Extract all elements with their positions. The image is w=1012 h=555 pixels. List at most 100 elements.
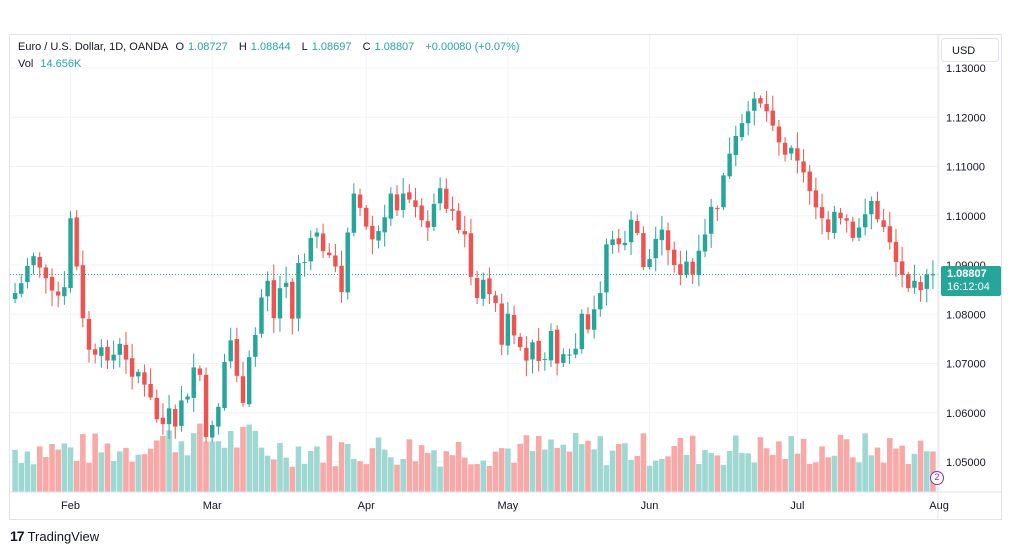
volume-bar (258, 447, 265, 492)
candle-body (31, 256, 36, 266)
logo-text: TradingView (27, 528, 100, 544)
candle-body (622, 242, 628, 246)
candle-body (74, 217, 79, 267)
volume-bar (12, 449, 18, 492)
volume-bar (209, 441, 215, 492)
candle-body (431, 203, 437, 227)
volume-bar (314, 446, 320, 492)
volume-bar (227, 430, 234, 492)
candle-body (659, 229, 665, 241)
candle-body (376, 231, 381, 241)
volume-bar (868, 455, 875, 492)
candle-body (641, 233, 646, 267)
candle-body (671, 249, 677, 265)
volume-bar (117, 451, 123, 492)
volume-bar (905, 463, 912, 492)
candle-body (105, 346, 110, 361)
candle-body (240, 376, 246, 403)
volume-bar (178, 441, 185, 492)
candle-body (148, 383, 153, 398)
volume-bar (517, 443, 523, 492)
symbol-title: Euro / U.S. Dollar, 1D, OANDA (18, 41, 169, 53)
volume-bar (579, 444, 585, 492)
volume-bar (400, 458, 406, 492)
volume-bar (307, 451, 314, 492)
candle-body (850, 221, 856, 238)
candle-body (493, 295, 498, 303)
candle-body (924, 274, 929, 289)
volume-bar (788, 435, 795, 492)
candle-body (776, 126, 782, 143)
time-tick-label: Mar (203, 500, 222, 512)
candle-body (930, 274, 936, 276)
volume-bar (160, 435, 166, 492)
candle-body (209, 425, 215, 438)
volume-bar (61, 443, 68, 492)
candle-body (665, 230, 671, 251)
tradingview-logo[interactable]: 17 TradingView (10, 528, 99, 544)
volume-bar (203, 441, 209, 492)
candle-body (154, 397, 159, 420)
candle-body (561, 354, 566, 363)
time-tick-label: Apr (358, 500, 375, 512)
volume-bar (221, 447, 228, 492)
candle-body (598, 293, 603, 310)
candle-body (825, 219, 831, 233)
volume-bar (455, 441, 462, 492)
volume-bar (369, 448, 376, 492)
candle-body (296, 263, 301, 319)
candle-body (616, 238, 621, 245)
volume-bar (813, 462, 819, 492)
candle-body (271, 280, 277, 319)
volume-bar (141, 454, 148, 492)
currency-button[interactable]: USD (941, 38, 999, 62)
candle-body (795, 148, 800, 161)
price-tick-label: 1.07000 (946, 359, 986, 371)
time-tick-label: Jun (641, 500, 659, 512)
candle-body (357, 194, 363, 208)
volume-bar (880, 462, 887, 492)
volume-bar (104, 443, 111, 492)
volume-bar (55, 449, 61, 492)
volume-bar (702, 450, 708, 492)
candle-body (468, 233, 474, 277)
volume-bar (572, 432, 579, 492)
volume-bar (197, 423, 203, 492)
volume-bar (683, 454, 690, 492)
ohlc-legend: Euro / U.S. Dollar, 1D, OANDA O 1.08727 H… (18, 41, 524, 53)
candle-body (265, 280, 270, 297)
candle-body (160, 417, 166, 425)
candle-body (770, 110, 775, 126)
volume-value: 14.656K (40, 58, 82, 70)
candle-body (881, 220, 886, 228)
volume-pane-marker-icon[interactable]: 2 (930, 471, 944, 485)
candle-body (407, 192, 412, 200)
candle-body (554, 329, 560, 364)
candle-body (450, 209, 455, 211)
candle-body (856, 227, 862, 238)
volume-bar (634, 455, 641, 492)
volume-bar (406, 439, 413, 492)
volume-bar (899, 445, 905, 492)
time-tick-label: Feb (61, 500, 80, 512)
volume-bar (757, 437, 764, 492)
volume-bar (739, 452, 745, 492)
volume-bar (135, 454, 142, 492)
high-label: H (238, 41, 247, 53)
volume-bar (246, 424, 252, 492)
volume-bar (825, 457, 831, 492)
volume-bar (425, 452, 431, 492)
volume-bar (763, 448, 770, 492)
candle-body (745, 111, 751, 124)
volume-bar (597, 436, 604, 492)
time-tick-label: Aug (929, 500, 949, 512)
volume-bar (585, 440, 591, 492)
low-value: 1.08697 (311, 41, 352, 53)
volume-bar (542, 449, 548, 492)
volume-bar (443, 451, 450, 492)
volume-bar (474, 464, 480, 492)
open-label: O (175, 41, 185, 53)
volume-bar (917, 440, 924, 492)
volume-bar (511, 462, 517, 492)
